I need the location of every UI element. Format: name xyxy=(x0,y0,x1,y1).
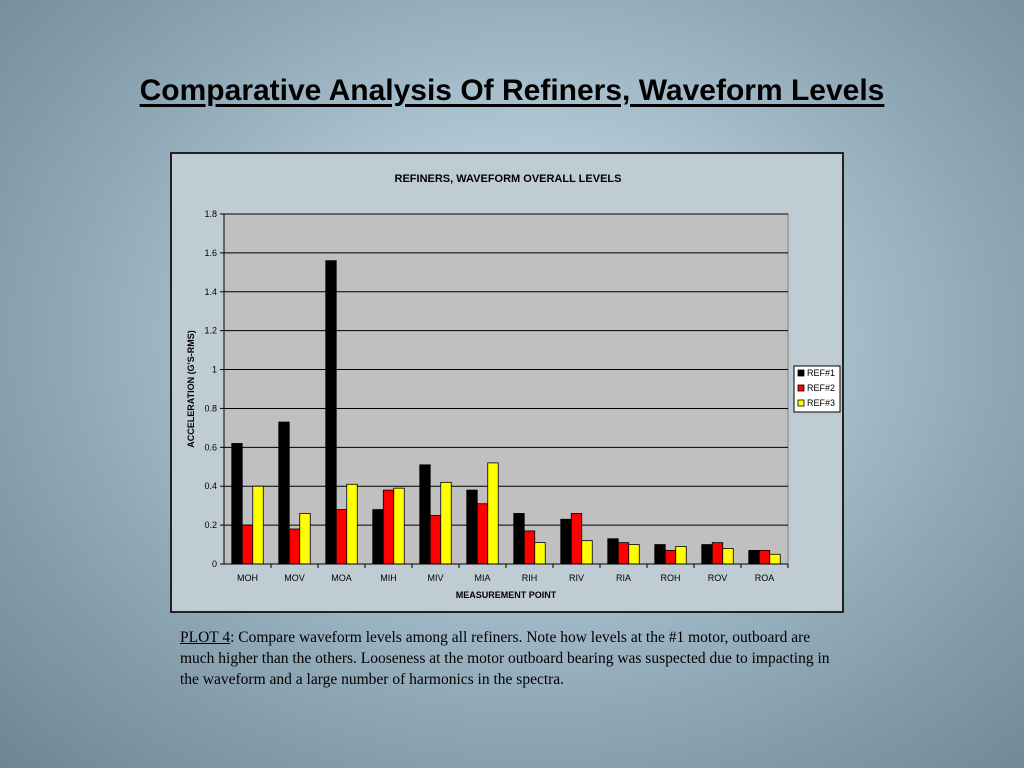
bar-ref2-moa xyxy=(335,509,348,565)
legend-label: REF#1 xyxy=(807,368,835,378)
plot-area xyxy=(223,213,789,565)
legend-swatch xyxy=(797,399,805,407)
x-tick-label: MOV xyxy=(284,573,305,583)
legend-swatch xyxy=(797,369,805,377)
bar-ref3-roa xyxy=(769,553,781,565)
bar-ref1-miv xyxy=(419,464,431,565)
caption: PLOT 4: Compare waveform levels among al… xyxy=(180,627,830,690)
bar-ref3-roh xyxy=(675,546,687,565)
bar-ref3-mih xyxy=(393,487,405,565)
x-tick-label: MIV xyxy=(427,573,443,583)
y-axis-label: ACCELERATION (G'S-RMS) xyxy=(186,330,196,447)
x-tick-label: MIH xyxy=(380,573,397,583)
bar-ref2-riv xyxy=(570,513,583,565)
x-tick-label: ROH xyxy=(661,573,681,583)
x-tick-label: MOA xyxy=(331,573,352,583)
bar-ref2-rih xyxy=(523,530,536,565)
y-tick-label: 0 xyxy=(212,559,217,569)
y-tick-label: 0.2 xyxy=(204,520,217,530)
bar-ref1-moh xyxy=(231,443,243,565)
x-tick-label: RIH xyxy=(522,573,538,583)
bar-ref3-moa xyxy=(346,483,358,565)
legend-swatch xyxy=(797,384,805,392)
slide-title: Comparative Analysis Of Refiners, Wavefo… xyxy=(139,74,885,107)
bar-ref1-roa xyxy=(748,549,760,565)
y-tick-label: 0.6 xyxy=(204,442,217,452)
y-tick-label: 1.8 xyxy=(204,209,217,219)
bar-ref3-mov xyxy=(299,513,311,565)
bar-ref1-ria xyxy=(607,538,619,565)
axes: 0 0.2 0.4 0.6 0.8 1 1.2 1.4 1.6 1.8 MOH MOV MOA MIH MI… xyxy=(204,209,789,583)
bar-ref2-moh xyxy=(241,524,254,565)
bar-ref3-rih xyxy=(534,542,546,565)
gridlines xyxy=(224,213,788,526)
bar-ref2-roa xyxy=(758,549,771,565)
bar-ref3-moh xyxy=(252,485,264,565)
y-tick-label: 1.6 xyxy=(204,248,217,258)
chart: REFINERS, WAVEFORM OVERALL LEVELS 0 0.2 0.… xyxy=(186,173,841,600)
bar-ref2-roh xyxy=(664,549,677,565)
bar-ref2-ria xyxy=(617,542,630,565)
legend-label: REF#3 xyxy=(807,398,835,408)
bar-ref3-ria xyxy=(628,544,640,565)
bar-ref2-mia xyxy=(476,503,489,565)
x-tick-label: MOH xyxy=(237,573,258,583)
bar-ref1-moa xyxy=(325,260,337,565)
bar-ref3-mia xyxy=(487,462,499,565)
y-tick-label: 1.2 xyxy=(204,326,217,336)
x-tick-label: RIV xyxy=(569,573,584,583)
bar-ref1-riv xyxy=(560,518,572,565)
bar-ref1-rih xyxy=(513,513,525,565)
y-tick-label: 0.8 xyxy=(204,403,217,413)
bar-ref1-mia xyxy=(466,489,478,565)
bar-ref1-roh xyxy=(654,544,666,565)
caption-plot-label: PLOT 4 xyxy=(180,629,231,646)
x-tick-label: MIA xyxy=(474,573,490,583)
y-tick-label: 1 xyxy=(212,365,217,375)
x-tick-label: ROA xyxy=(755,573,775,583)
chart-title: REFINERS, WAVEFORM OVERALL LEVELS xyxy=(395,173,622,185)
legend: REF#1 REF#2 REF#3 xyxy=(793,365,841,413)
bar-ref3-miv xyxy=(440,481,452,565)
bar-ref2-mov xyxy=(288,528,301,565)
y-tick-label: 1.4 xyxy=(204,287,217,297)
bar-ref2-miv xyxy=(429,514,442,565)
x-axis-label: MEASUREMENT POINT xyxy=(456,590,557,600)
bar-ref1-mov xyxy=(278,421,290,565)
y-tick-label: 0.4 xyxy=(204,481,217,491)
caption-text: : Compare waveform levels among all refi… xyxy=(180,629,830,688)
x-tick-label: ROV xyxy=(708,573,728,583)
legend-label: REF#2 xyxy=(807,383,835,393)
bar-ref1-mih xyxy=(372,509,384,565)
chart-frame: REFINERS, WAVEFORM OVERALL LEVELS 0 0.2 0.… xyxy=(170,152,844,613)
bar-ref1-rov xyxy=(701,544,713,565)
bar-ref3-riv xyxy=(581,540,593,565)
bar-ref3-rov xyxy=(722,548,734,565)
bar-ref2-mih xyxy=(382,489,395,565)
bar-ref2-rov xyxy=(711,542,724,565)
x-tick-label: RIA xyxy=(616,573,631,583)
